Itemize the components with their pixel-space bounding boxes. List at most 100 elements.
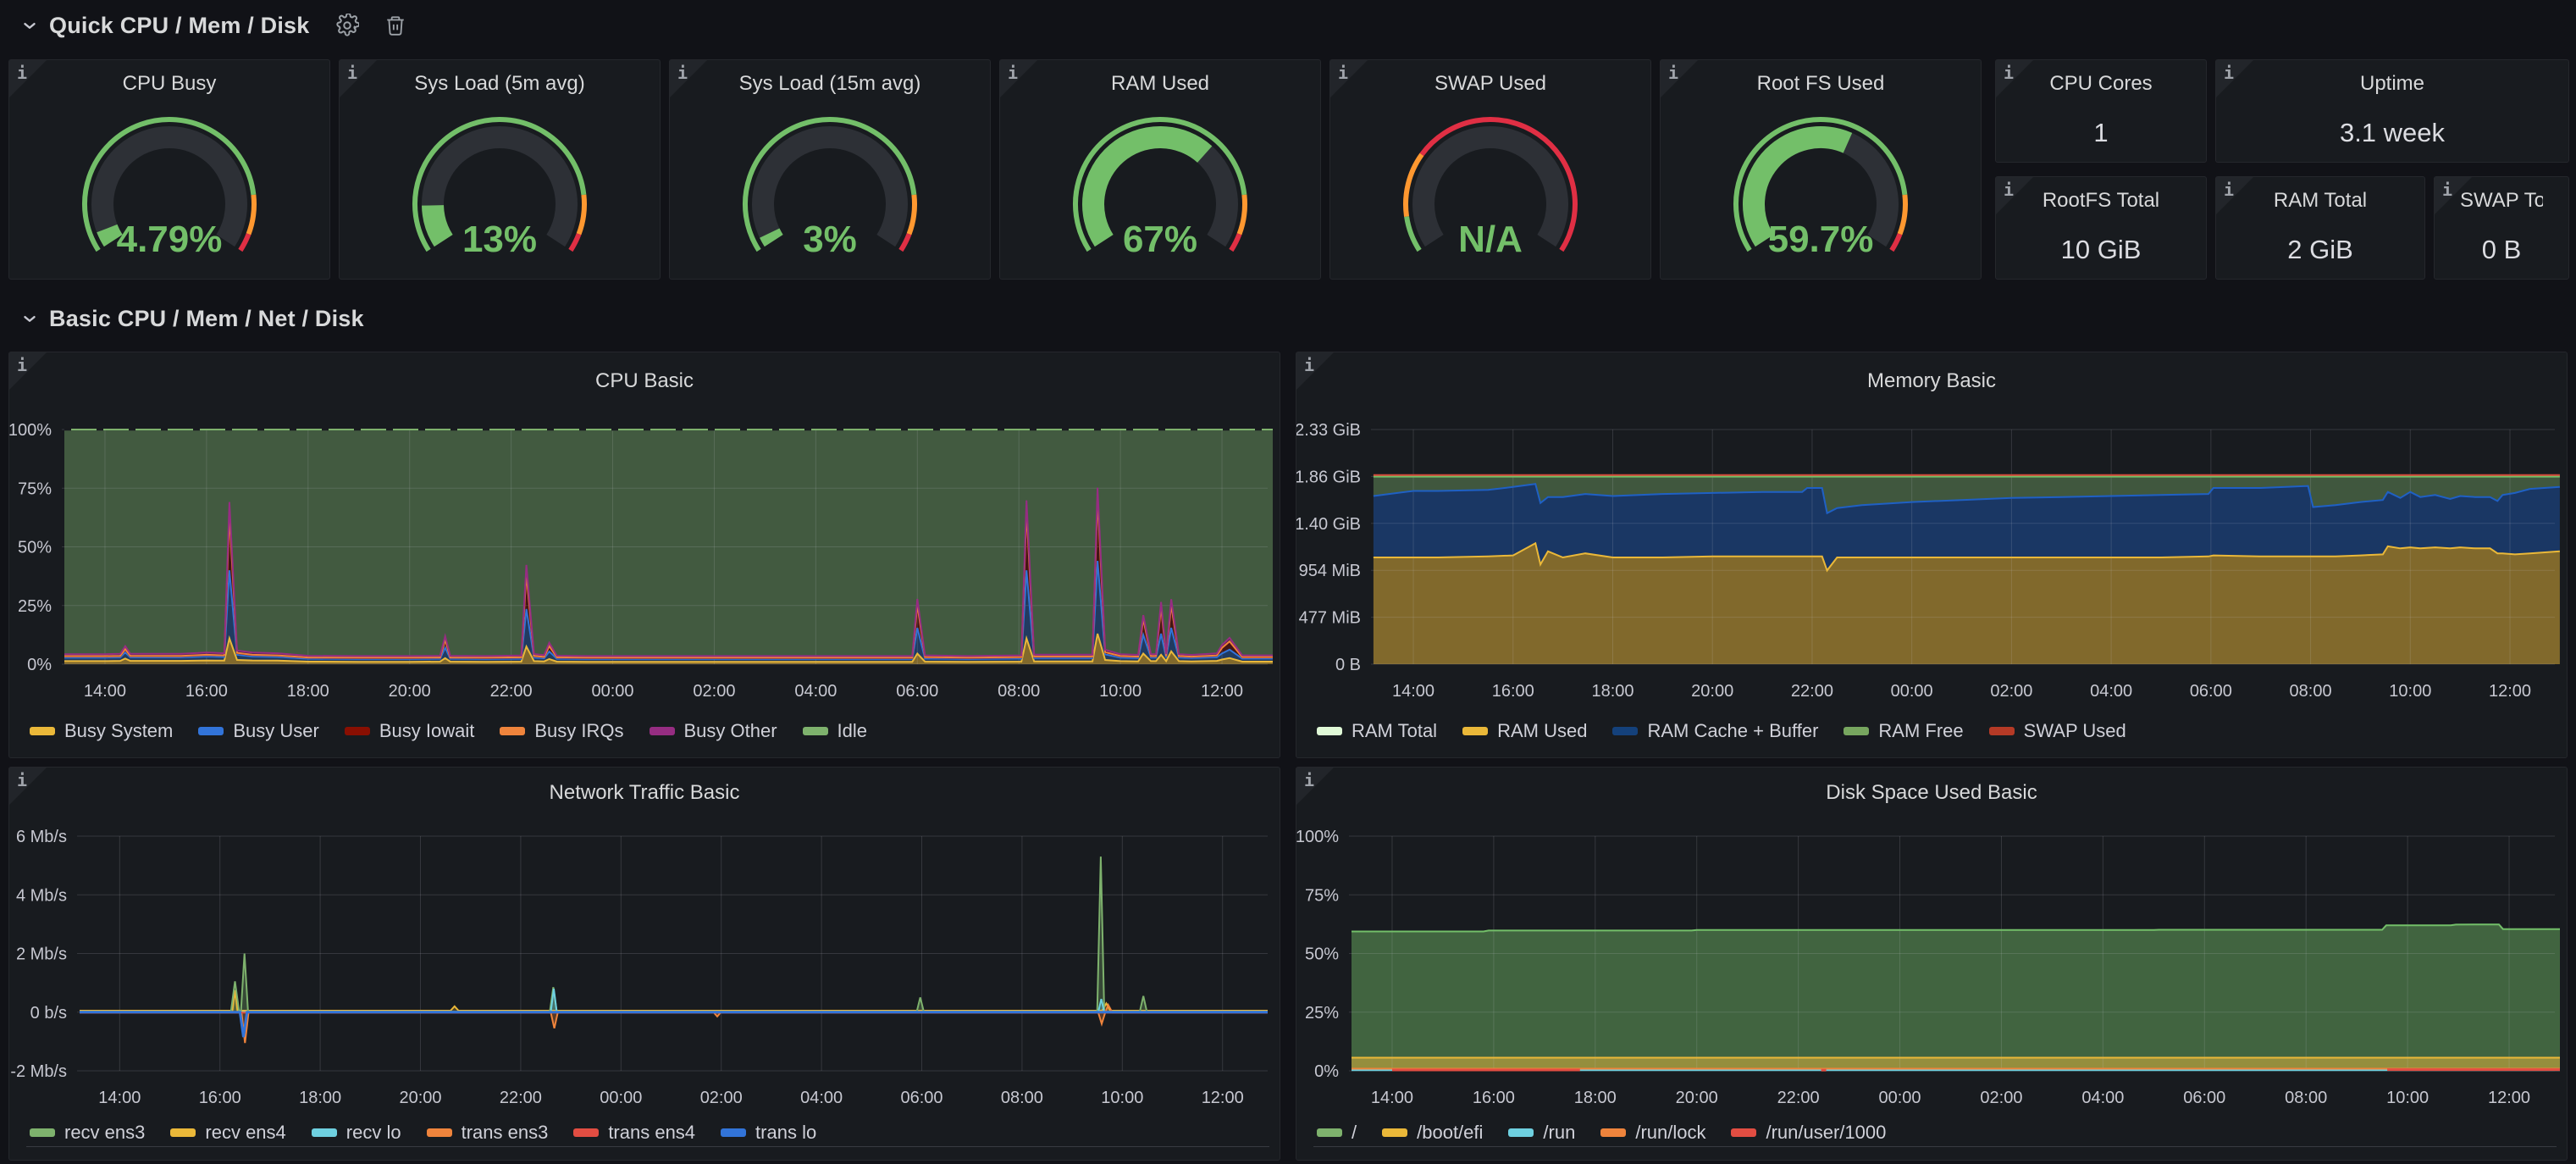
legend-label: trans lo xyxy=(755,1122,817,1143)
legend-swatch xyxy=(1382,1128,1408,1137)
panel-title[interactable]: RAM Used xyxy=(1110,72,1210,95)
legend-item-trans-ens3[interactable]: trans ens3 xyxy=(426,1122,548,1144)
legend-item-recv-ens3[interactable]: recv ens3 xyxy=(30,1122,145,1144)
panel-title[interactable]: Memory Basic xyxy=(1866,369,1997,392)
legend-item-ram-cache-buffer[interactable]: RAM Cache + Buffer xyxy=(1612,720,1818,742)
chart-plot[interactable]: -2 Mb/s 0 b/s 2 Mb/s 4 Mb/s 6 Mb/s 14:00 16:00… xyxy=(9,768,1280,1160)
legend-swatch xyxy=(1844,727,1870,735)
gauge: 3% xyxy=(670,111,990,272)
stat-value: 2 GiB xyxy=(2287,235,2353,264)
svg-text:14:00: 14:00 xyxy=(1371,1089,1413,1107)
panel-title[interactable]: Root FS Used xyxy=(1756,72,1885,95)
legend-item-trans-ens4[interactable]: trans ens4 xyxy=(573,1122,695,1144)
chevron-down-icon[interactable] xyxy=(20,309,39,328)
stat-panel-ram-total: i RAM Total 2 GiB xyxy=(2215,176,2425,280)
legend-item-idle[interactable]: Idle xyxy=(802,720,867,742)
panel-info-icon[interactable]: i xyxy=(1330,60,1368,97)
svg-text:954 MiB: 954 MiB xyxy=(1299,562,1361,580)
panel-title[interactable]: Network Traffic Basic xyxy=(549,781,740,804)
panel-title[interactable]: SWAP Total xyxy=(2460,189,2543,212)
legend-item-boot-efi[interactable]: /boot/efi xyxy=(1382,1122,1483,1144)
panel-title[interactable]: CPU Basic xyxy=(594,369,694,392)
legend-item-ram-free[interactable]: RAM Free xyxy=(1844,720,1964,742)
chart-legend: / /boot/efi/run/run/lock/run/user/1000 xyxy=(1317,1118,2555,1147)
svg-text:18:00: 18:00 xyxy=(1574,1089,1617,1107)
legend-item-ram-total[interactable]: RAM Total xyxy=(1317,720,1437,742)
panel-title[interactable]: RootFS Total xyxy=(2042,189,2160,212)
panel-title[interactable]: Sys Load (15m avg) xyxy=(738,72,921,95)
panel-info-icon[interactable]: i xyxy=(1296,352,1334,390)
legend-item-busy-user[interactable]: Busy User xyxy=(198,720,319,742)
panel-title[interactable]: Sys Load (5m avg) xyxy=(414,72,585,95)
legend-item-swap-used[interactable]: SWAP Used xyxy=(1988,720,2126,742)
trash-icon[interactable] xyxy=(384,14,406,36)
panel-info-icon[interactable]: i xyxy=(1661,60,1698,97)
legend-item-busy-irqs[interactable]: Busy IRQs xyxy=(500,720,624,742)
panel-info-icon[interactable]: i xyxy=(1996,177,2033,214)
svg-text:20:00: 20:00 xyxy=(399,1089,441,1107)
panel-info-icon[interactable]: i xyxy=(9,60,47,97)
legend-label: /run/user/1000 xyxy=(1766,1122,1887,1143)
svg-text:20:00: 20:00 xyxy=(1676,1089,1718,1107)
panel-info-icon[interactable]: i xyxy=(340,60,377,97)
panel-info-icon[interactable]: i xyxy=(1000,60,1037,97)
legend-item-busy-other[interactable]: Busy Other xyxy=(649,720,777,742)
legend-item-recv-ens4[interactable]: recv ens4 xyxy=(170,1122,286,1144)
gauge-value: 3% xyxy=(803,219,857,260)
legend-item-run[interactable]: /run xyxy=(1508,1122,1575,1144)
panel-title[interactable]: CPU Cores xyxy=(2049,72,2153,95)
panel-info-icon[interactable]: i xyxy=(9,768,47,805)
legend-item-busy-system[interactable]: Busy System xyxy=(30,720,173,742)
panel-title[interactable]: Disk Space Used Basic xyxy=(1826,781,2037,804)
panel-info-icon[interactable]: i xyxy=(1996,60,2033,97)
legend-item-busy-iowait[interactable]: Busy Iowait xyxy=(344,720,474,742)
svg-text:-2 Mb/s: -2 Mb/s xyxy=(10,1062,67,1081)
legend-label: / xyxy=(1352,1122,1357,1143)
row-title[interactable]: Basic CPU / Mem / Net / Disk xyxy=(49,305,364,331)
gauge-panel-sys-load-15m-avg: i Sys Load (15m avg) 3% xyxy=(669,59,991,280)
legend-swatch xyxy=(311,1128,337,1137)
chart-panel-memory-basic: i Memory Basic 0 B 477 MiB 954 MiB 1.40 GiB… xyxy=(1295,352,2568,758)
panel-info-icon[interactable]: i xyxy=(2435,177,2472,214)
chevron-down-icon[interactable] xyxy=(20,16,39,35)
svg-text:0 b/s: 0 b/s xyxy=(30,1004,67,1023)
legend-item-recv-lo[interactable]: recv lo xyxy=(311,1122,401,1144)
row-title[interactable]: Quick CPU / Mem / Disk xyxy=(49,12,310,38)
svg-text:16:00: 16:00 xyxy=(1473,1089,1515,1107)
chart-plot[interactable]: 0% 25% 50% 75% 100% 14:00 16:00 18:00 20:00 22:00… xyxy=(8,352,1280,757)
gear-icon[interactable] xyxy=(335,14,359,37)
legend-item-ram-used[interactable]: RAM Used xyxy=(1462,720,1587,742)
legend-swatch xyxy=(802,727,828,735)
legend-swatch xyxy=(1317,727,1342,735)
svg-text:100%: 100% xyxy=(9,421,52,440)
gauge-panel-sys-load-5m-avg: i Sys Load (5m avg) 13% xyxy=(339,59,661,280)
svg-text:16:00: 16:00 xyxy=(185,682,228,701)
panel-info-icon[interactable]: i xyxy=(670,60,707,97)
svg-text:75%: 75% xyxy=(1305,886,1339,905)
legend-item-[interactable]: / xyxy=(1317,1122,1357,1144)
panel-title[interactable]: SWAP Used xyxy=(1434,72,1547,95)
legend-label: Busy IRQs xyxy=(534,720,624,741)
svg-text:06:00: 06:00 xyxy=(896,682,938,701)
legend-item-run-user-1000[interactable]: /run/user/1000 xyxy=(1731,1122,1886,1144)
chart-plot[interactable]: 0 B 477 MiB 954 MiB 1.40 GiB 1.86 GiB 2.33 Gi… xyxy=(1295,352,2567,757)
panel-info-icon[interactable]: i xyxy=(2216,177,2253,214)
legend-item-trans-lo[interactable]: trans lo xyxy=(721,1122,816,1144)
svg-text:10:00: 10:00 xyxy=(2389,682,2431,701)
gauge-value: N/A xyxy=(1458,219,1523,260)
legend-item-run-lock[interactable]: /run/lock xyxy=(1600,1122,1705,1144)
panel-title[interactable]: Uptime xyxy=(2359,72,2425,95)
svg-text:14:00: 14:00 xyxy=(84,682,126,701)
gauge: 59.7% xyxy=(1661,111,1981,272)
legend-label: Busy User xyxy=(233,720,319,741)
svg-text:0 B: 0 B xyxy=(1335,656,1361,674)
panel-title[interactable]: RAM Total xyxy=(2273,189,2368,212)
svg-text:2 Mb/s: 2 Mb/s xyxy=(16,945,67,964)
panel-info-icon[interactable]: i xyxy=(2216,60,2253,97)
panel-info-icon[interactable]: i xyxy=(9,352,47,390)
panel-title[interactable]: CPU Busy xyxy=(122,72,217,95)
svg-text:1.40 GiB: 1.40 GiB xyxy=(1296,515,1361,534)
panel-info-icon[interactable]: i xyxy=(1296,768,1334,805)
chart-plot[interactable]: 0% 25% 50% 75% 100% 14:00 16:00 18:00 20:00 22:00… xyxy=(1296,768,2567,1160)
svg-text:477 MiB: 477 MiB xyxy=(1299,609,1361,628)
